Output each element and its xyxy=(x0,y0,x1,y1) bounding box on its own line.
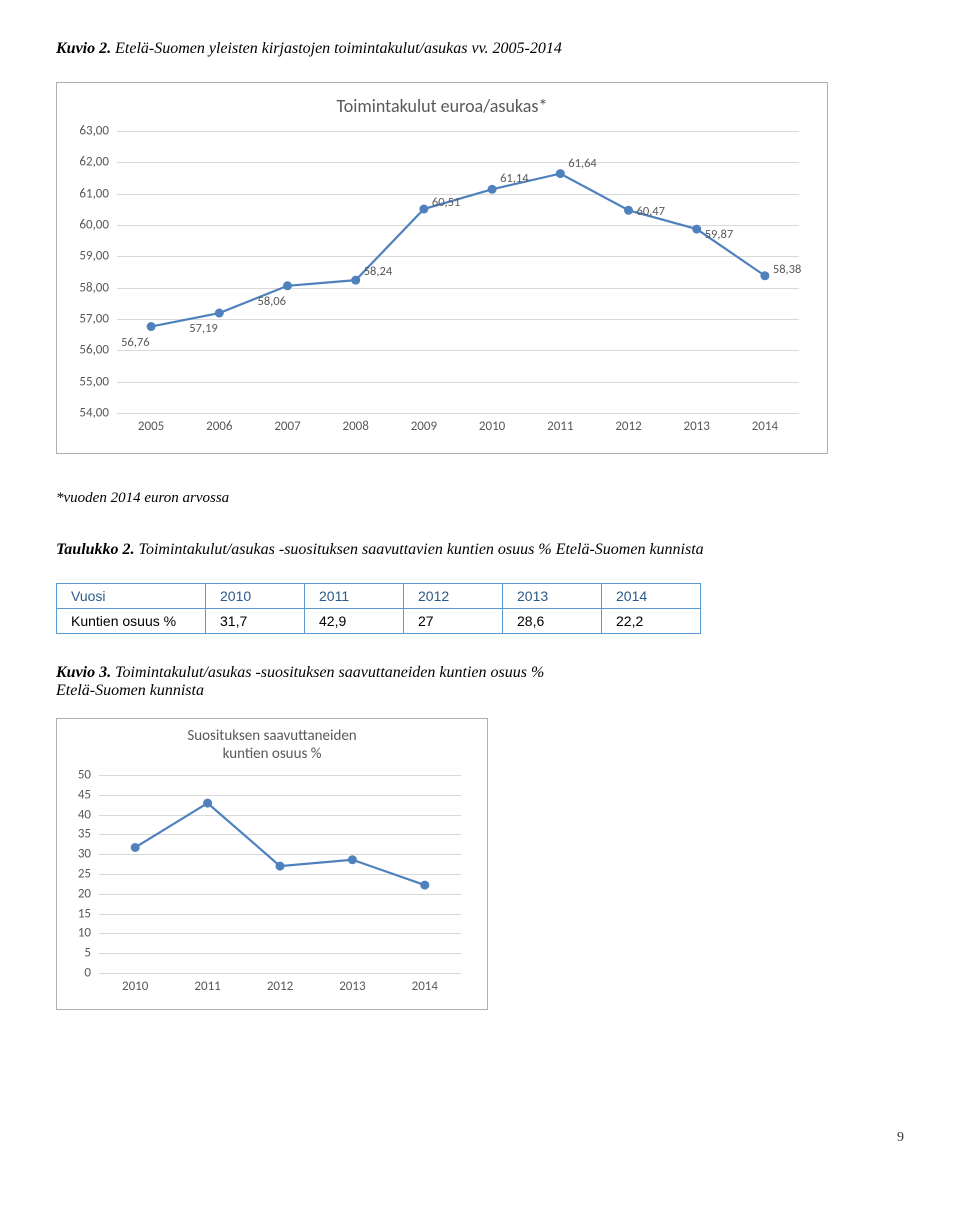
data-point-label: 57,19 xyxy=(189,321,217,336)
chart2-title-line2: kuntien osuus % xyxy=(223,745,322,763)
kuvio2-caption: Kuvio 2. Etelä-Suomen yleisten kirjastoj… xyxy=(56,40,904,58)
kuvio3-caption-bold: Kuvio 3. xyxy=(56,664,111,681)
gridline xyxy=(99,973,461,974)
x-tick-label: 2012 xyxy=(615,419,641,434)
kuvio3-caption: Kuvio 3. Toimintakulut/asukas -suosituks… xyxy=(56,664,556,700)
table-header-year: 2011 xyxy=(305,584,404,609)
y-tick-label: 50 xyxy=(78,768,91,783)
table-header-year: 2010 xyxy=(206,584,305,609)
x-tick-label: 2008 xyxy=(343,419,369,434)
kuvio2-caption-bold: Kuvio 2. xyxy=(56,40,111,57)
y-tick-label: 25 xyxy=(78,867,91,882)
y-tick-label: 56,00 xyxy=(79,343,109,358)
table-cell: 42,9 xyxy=(305,609,404,634)
data-point-label: 59,87 xyxy=(705,227,733,242)
chart2-plot: 0510152025303540455020102011201220132014 xyxy=(99,775,461,973)
x-tick-label: 2006 xyxy=(206,419,232,434)
y-tick-label: 63,00 xyxy=(79,124,109,139)
y-tick-label: 40 xyxy=(78,807,91,822)
y-tick-label: 58,00 xyxy=(79,280,109,295)
y-tick-label: 54,00 xyxy=(79,406,109,421)
x-tick-label: 2011 xyxy=(194,979,220,994)
chart2-title-line1: Suosituksen saavuttaneiden xyxy=(187,727,356,745)
x-tick-label: 2014 xyxy=(752,419,778,434)
y-tick-label: 61,00 xyxy=(79,186,109,201)
table-cell: 28,6 xyxy=(503,609,602,634)
x-tick-label: 2005 xyxy=(138,419,164,434)
chart1-plot: 54,0055,0056,0057,0058,0059,0060,0061,00… xyxy=(117,131,799,413)
table-header-year: 2012 xyxy=(404,584,503,609)
y-tick-label: 60,00 xyxy=(79,218,109,233)
chart-line-svg xyxy=(99,775,461,973)
table-header-label: Vuosi xyxy=(57,584,206,609)
x-tick-label: 2007 xyxy=(274,419,300,434)
table-header-year: 2014 xyxy=(602,584,701,609)
table-row: Kuntien osuus %31,742,92728,622,2 xyxy=(57,609,701,634)
table-header-year: 2013 xyxy=(503,584,602,609)
y-tick-label: 35 xyxy=(78,827,91,842)
y-tick-label: 62,00 xyxy=(79,155,109,170)
data-point-label: 61,64 xyxy=(568,156,596,171)
x-tick-label: 2011 xyxy=(547,419,573,434)
table-cell: 27 xyxy=(404,609,503,634)
kuvio2-caption-rest: Etelä-Suomen yleisten kirjastojen toimin… xyxy=(111,40,562,57)
x-tick-label: 2010 xyxy=(479,419,505,434)
chart2-title: Suosituksen saavuttaneiden kuntien osuus… xyxy=(57,727,487,763)
y-tick-label: 0 xyxy=(84,966,91,981)
data-point-label: 60,51 xyxy=(432,195,460,210)
taulukko2-caption-bold: Taulukko 2. xyxy=(56,541,135,558)
chart1-title: Toimintakulut euroa/asukas* xyxy=(57,95,827,117)
table-cell: 31,7 xyxy=(206,609,305,634)
y-tick-label: 59,00 xyxy=(79,249,109,264)
data-point-label: 56,76 xyxy=(121,335,149,350)
y-tick-label: 57,00 xyxy=(79,312,109,327)
gridline xyxy=(117,413,799,414)
data-point-label: 61,14 xyxy=(500,171,528,186)
chart-suosituksen-osuus: Suosituksen saavuttaneiden kuntien osuus… xyxy=(56,718,488,1010)
y-tick-label: 20 xyxy=(78,886,91,901)
page-number: 9 xyxy=(56,1130,904,1146)
y-tick-label: 15 xyxy=(78,906,91,921)
y-tick-label: 45 xyxy=(78,787,91,802)
data-point-label: 60,47 xyxy=(637,204,665,219)
y-tick-label: 30 xyxy=(78,847,91,862)
kuntien-osuus-table: Vuosi20102011201220132014 Kuntien osuus … xyxy=(56,583,701,634)
y-tick-label: 55,00 xyxy=(79,374,109,389)
y-tick-label: 5 xyxy=(84,946,91,961)
x-tick-label: 2014 xyxy=(412,979,438,994)
x-tick-label: 2009 xyxy=(411,419,437,434)
data-point-label: 58,24 xyxy=(364,264,392,279)
table-cell: 22,2 xyxy=(602,609,701,634)
table-header-row: Vuosi20102011201220132014 xyxy=(57,584,701,609)
data-point-label: 58,06 xyxy=(258,294,286,309)
x-tick-label: 2013 xyxy=(339,979,365,994)
data-point-label: 58,38 xyxy=(773,262,801,277)
chart-line-svg xyxy=(117,131,799,413)
footnote-2014-euron: *vuoden 2014 euron arvossa xyxy=(56,490,904,507)
x-tick-label: 2012 xyxy=(267,979,293,994)
x-tick-label: 2010 xyxy=(122,979,148,994)
kuvio3-caption-rest: Toimintakulut/asukas -suosituksen saavut… xyxy=(56,664,544,699)
x-tick-label: 2013 xyxy=(684,419,710,434)
y-tick-label: 10 xyxy=(78,926,91,941)
taulukko2-caption-rest: Toimintakulut/asukas -suosituksen saavut… xyxy=(135,541,704,558)
taulukko2-caption: Taulukko 2. Toimintakulut/asukas -suosit… xyxy=(56,541,904,559)
table-row-label: Kuntien osuus % xyxy=(57,609,206,634)
chart-toimintakulut: Toimintakulut euroa/asukas* 54,0055,0056… xyxy=(56,82,828,454)
